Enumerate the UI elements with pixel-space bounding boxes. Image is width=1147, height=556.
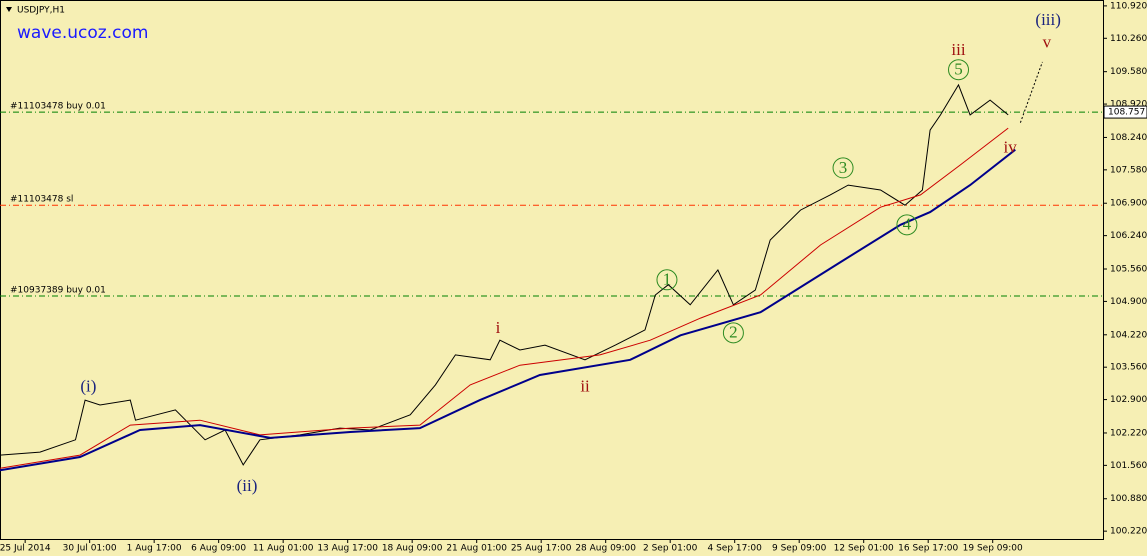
price-line xyxy=(0,127,1009,469)
order-label: #11103478 buy 0.01 xyxy=(10,102,106,112)
y-tick-label: 108.240 xyxy=(1110,133,1147,143)
y-tick-label: 106.240 xyxy=(1110,231,1147,241)
wave-circle xyxy=(722,322,744,344)
order-label: #10937389 buy 0.01 xyxy=(10,286,106,296)
wave-label: 5 xyxy=(954,60,963,79)
wave-circle xyxy=(896,214,918,236)
x-tick-label: 4 Sep 17:00 xyxy=(708,544,763,554)
x-tick-label: 28 Aug 09:00 xyxy=(575,544,636,554)
x-tick-label: 2 Sep 01:00 xyxy=(643,544,698,554)
y-tick-label: 102.900 xyxy=(1110,395,1147,405)
x-tick-label: 19 Sep 09:00 xyxy=(963,544,1023,554)
y-tick-label: 104.900 xyxy=(1110,297,1147,307)
wave-label: 4 xyxy=(903,215,912,234)
plot-area xyxy=(0,0,1104,540)
y-tick-label: 109.580 xyxy=(1110,67,1147,77)
wave-label: iii xyxy=(951,40,965,59)
y-tick-label: 110.920 xyxy=(1110,1,1147,11)
wave-label: (ii) xyxy=(237,476,258,495)
wave-label: (i) xyxy=(80,377,96,396)
x-tick-label: 30 Jul 01:00 xyxy=(63,544,117,554)
x-tick-label: 1 Aug 17:00 xyxy=(127,544,182,554)
wave-label: iv xyxy=(1003,138,1017,157)
x-tick-label: 25 Jul 2014 xyxy=(0,544,51,554)
x-tick-label: 9 Sep 09:00 xyxy=(772,544,827,554)
watermark: wave.ucoz.com xyxy=(17,23,148,43)
x-tick-label: 6 Aug 09:00 xyxy=(191,544,246,554)
y-tick-label: 101.560 xyxy=(1110,461,1147,471)
y-tick-label: 104.220 xyxy=(1110,330,1147,340)
symbol: USDJPY,H1 xyxy=(17,6,65,16)
x-tick-label: 21 Aug 01:00 xyxy=(446,544,507,554)
order-label: #11103478 sl xyxy=(10,195,73,205)
wave-circle xyxy=(948,59,970,81)
y-tick-label: 100.220 xyxy=(1110,527,1147,537)
wave-label: 3 xyxy=(839,158,848,177)
x-tick-label: 12 Sep 01:00 xyxy=(834,544,894,554)
wave-label: ii xyxy=(580,377,590,396)
wave-label: 2 xyxy=(729,323,738,342)
y-tick-label: 107.580 xyxy=(1110,165,1147,175)
wave-circle xyxy=(832,157,854,179)
y-tick-label: 108.920 xyxy=(1110,100,1147,110)
y-tick-label: 100.880 xyxy=(1110,494,1147,504)
y-tick-label: 105.560 xyxy=(1110,265,1147,275)
wave-circle xyxy=(656,269,678,291)
price-tag-label: 108.757 xyxy=(1108,108,1145,118)
x-tick-label: 25 Aug 17:00 xyxy=(511,544,572,554)
y-tick-label: 110.260 xyxy=(1110,34,1147,44)
wave-label: 1 xyxy=(663,270,672,289)
price-tag xyxy=(1103,105,1147,119)
x-tick-label: 13 Aug 17:00 xyxy=(317,544,378,554)
x-tick-label: 18 Aug 09:00 xyxy=(382,544,443,554)
price-line xyxy=(1019,61,1043,123)
y-tick-label: 102.220 xyxy=(1110,428,1147,438)
y-tick-label: 106.900 xyxy=(1110,199,1147,209)
wave-label: v xyxy=(1043,33,1052,52)
x-tick-label: 16 Sep 17:00 xyxy=(898,544,958,554)
x-tick-label: 11 Aug 01:00 xyxy=(253,544,314,554)
y-tick-label: 103.560 xyxy=(1110,363,1147,373)
price-line xyxy=(0,148,1016,472)
wave-label: i xyxy=(496,318,501,337)
price-line xyxy=(0,83,1009,466)
menu-arrow[interactable] xyxy=(6,7,12,12)
wave-label: (iii) xyxy=(1035,10,1061,29)
